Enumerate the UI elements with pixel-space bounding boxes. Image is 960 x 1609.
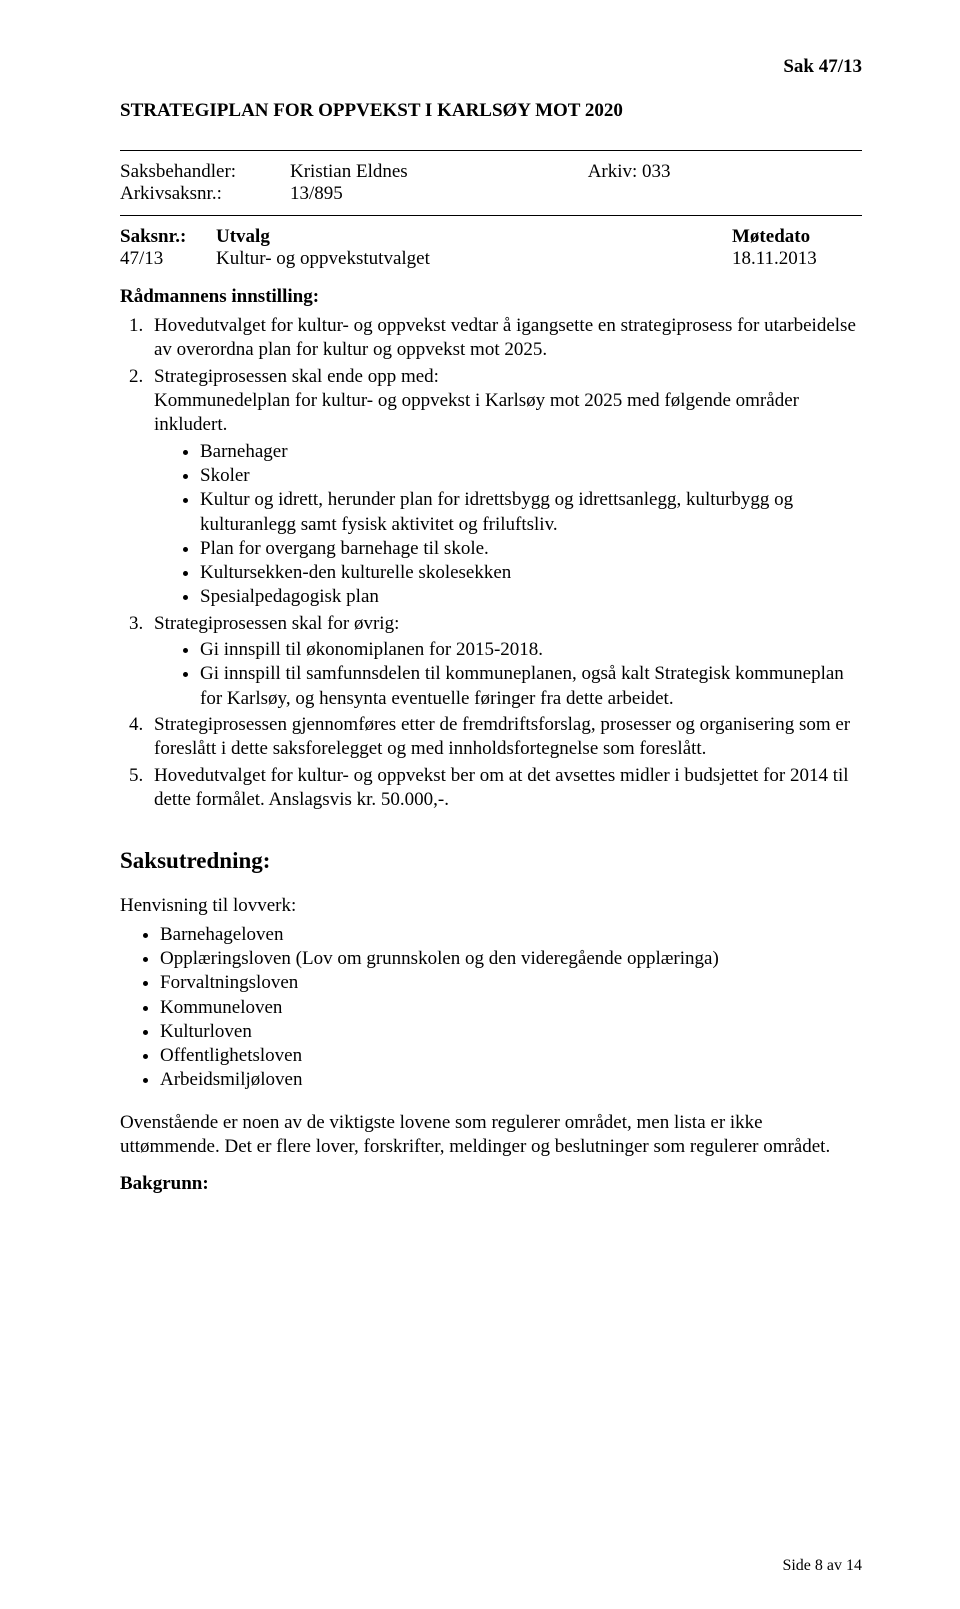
innstilling-list: Hovedutvalget for kultur- og oppvekst ve… xyxy=(148,314,862,812)
innstilling-item-2: Strategiprosessen skal ende opp med: Kom… xyxy=(148,365,862,610)
utvalg-table-header: Saksnr.: Utvalg Møtedato xyxy=(120,226,862,248)
lovverk-item: Forvaltningsloven xyxy=(160,971,862,995)
innstilling-item-3-text: Strategiprosessen skal for øvrig: xyxy=(154,613,399,634)
col-header-utvalg: Utvalg xyxy=(216,226,732,248)
lovverk-heading: Henvisning til lovverk: xyxy=(120,894,862,918)
bullet-item: Barnehager xyxy=(200,440,862,464)
utvalg-table-row: 47/13 Kultur- og oppvekstutvalget 18.11.… xyxy=(120,248,862,270)
lovverk-item: Offentlighetsloven xyxy=(160,1044,862,1068)
bullet-item: Kultursekken-den kulturelle skolesekken xyxy=(200,561,862,585)
saksbehandler-label: Saksbehandler: xyxy=(120,161,290,183)
innstilling-item-2-text: Strategiprosessen skal ende opp med: Kom… xyxy=(154,366,799,436)
innstilling-item-5-text: Hovedutvalget for kultur- og oppvekst be… xyxy=(154,765,849,810)
document-title: STRATEGIPLAN FOR OPPVEKST I KARLSØY MOT … xyxy=(120,100,862,122)
lovverk-list: Barnehageloven Opplæringsloven (Lov om g… xyxy=(160,923,862,1093)
lovverk-item: Barnehageloven xyxy=(160,923,862,947)
col-header-saksnr: Saksnr.: xyxy=(120,226,216,248)
meta-row-saksbehandler: Saksbehandler: Kristian Eldnes Arkiv: 03… xyxy=(120,161,862,183)
bullet-item: Kultur og idrett, herunder plan for idre… xyxy=(200,488,862,537)
innstilling-item-4: Strategiprosessen gjennomføres etter de … xyxy=(148,713,862,762)
innstilling-item-4-text: Strategiprosessen gjennomføres etter de … xyxy=(154,714,850,759)
saksutredning-heading: Saksutredning: xyxy=(120,848,862,874)
divider xyxy=(120,150,862,151)
bullet-item: Gi innspill til samfunnsdelen til kommun… xyxy=(200,662,862,711)
innstilling-item-2-bullets: Barnehager Skoler Kultur og idrett, heru… xyxy=(200,440,862,610)
innstilling-item-5: Hovedutvalget for kultur- og oppvekst be… xyxy=(148,764,862,813)
lovverk-item: Opplæringsloven (Lov om grunnskolen og d… xyxy=(160,947,862,971)
page-footer: Side 8 av 14 xyxy=(782,1557,862,1575)
bullet-item: Skoler xyxy=(200,464,862,488)
bullet-item: Spesialpedagogisk plan xyxy=(200,585,862,609)
meta-row-arkivsaksnr: Arkivsaksnr.: 13/895 xyxy=(120,183,862,205)
lovverk-item: Arbeidsmiljøloven xyxy=(160,1068,862,1092)
innstilling-heading: Rådmannens innstilling: xyxy=(120,286,862,308)
bakgrunn-heading: Bakgrunn: xyxy=(120,1173,862,1195)
lovverk-note: Ovenstående er noen av de viktigste love… xyxy=(120,1111,862,1160)
bullet-item: Plan for overgang barnehage til skole. xyxy=(200,537,862,561)
col-header-motedato: Møtedato xyxy=(732,226,862,248)
cell-motedato: 18.11.2013 xyxy=(732,248,862,270)
lovverk-item: Kommuneloven xyxy=(160,996,862,1020)
innstilling-item-3: Strategiprosessen skal for øvrig: Gi inn… xyxy=(148,612,862,711)
arkivsaksnr-label: Arkivsaksnr.: xyxy=(120,183,290,205)
divider xyxy=(120,215,862,216)
innstilling-item-3-bullets: Gi innspill til økonomiplanen for 2015-2… xyxy=(200,638,862,711)
bullet-item: Gi innspill til økonomiplanen for 2015-2… xyxy=(200,638,862,662)
arkiv-label: Arkiv: 033 xyxy=(588,161,671,183)
arkivsaksnr-value: 13/895 xyxy=(290,183,343,205)
lovverk-item: Kulturloven xyxy=(160,1020,862,1044)
innstilling-item-1: Hovedutvalget for kultur- og oppvekst ve… xyxy=(148,314,862,363)
innstilling-item-1-text: Hovedutvalget for kultur- og oppvekst ve… xyxy=(154,315,856,360)
cell-saksnr: 47/13 xyxy=(120,248,216,270)
sak-header: Sak 47/13 xyxy=(120,56,862,78)
meta-block: Saksbehandler: Kristian Eldnes Arkiv: 03… xyxy=(120,161,862,205)
cell-utvalg: Kultur- og oppvekstutvalget xyxy=(216,248,732,270)
saksbehandler-value: Kristian Eldnes xyxy=(290,161,408,183)
document-page: Sak 47/13 STRATEGIPLAN FOR OPPVEKST I KA… xyxy=(0,0,960,1609)
